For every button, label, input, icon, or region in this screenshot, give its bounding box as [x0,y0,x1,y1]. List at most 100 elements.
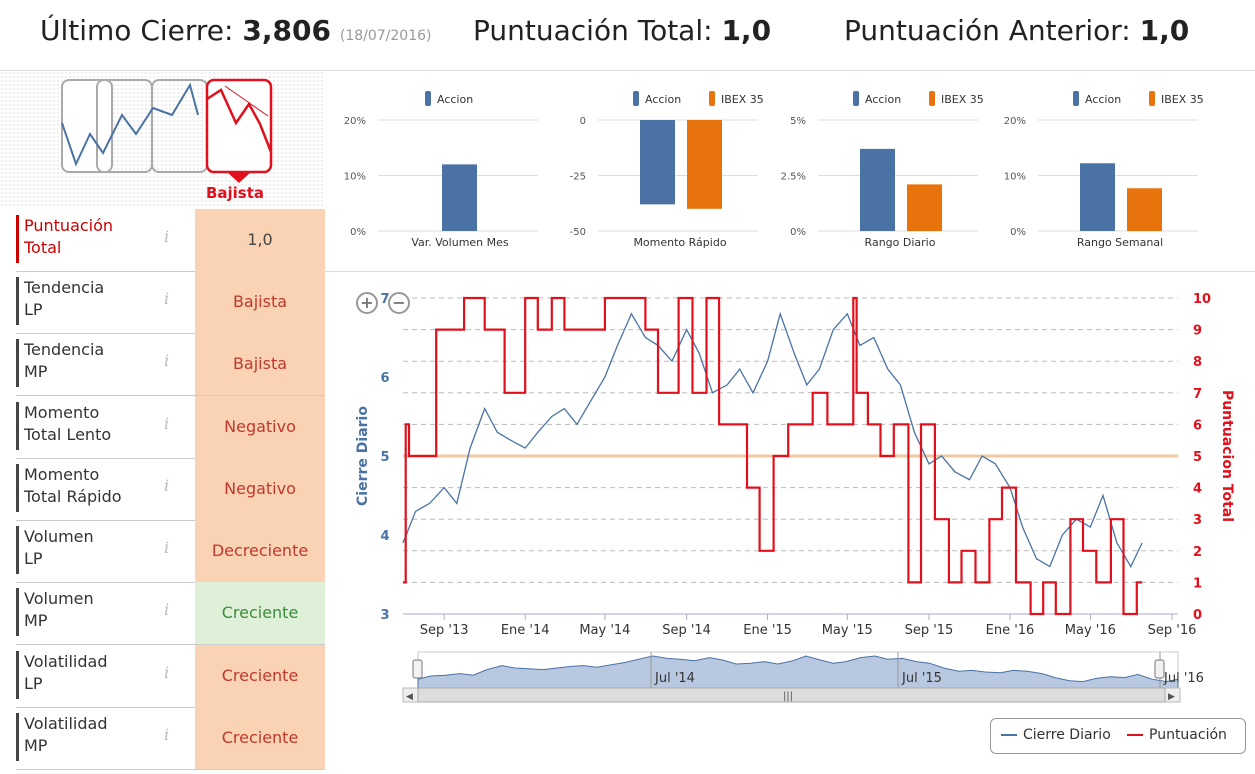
x-axis-label: Var. Volumen Mes [411,236,509,249]
indicator-value: Negativo [195,458,325,520]
bar-charts: 20% 10% 0% Accion Var. Volumen Mes 0 -25 -50 Acc… [344,91,1204,249]
bar[interactable] [1080,163,1115,231]
indicator-row: Puntuación Total i 1,0 [16,209,325,272]
navigator-handle-left[interactable] [412,659,423,679]
y-tick-label: 0 [580,116,586,127]
info-icon[interactable]: i [164,538,170,557]
info-icon[interactable]: i [164,351,170,370]
navigator-tick-label: Jul '14 [654,671,695,686]
info-icon[interactable]: i [164,476,170,495]
x-tick-label: May '14 [579,623,630,638]
y2-tick-label: 5 [1193,450,1202,465]
y-axis-title: Cierre Diario [355,406,371,506]
legend-swatch [425,91,431,106]
previous-score-value: 1,0 [1139,14,1190,47]
indicator-row: Momento Total Rápido i Negativo [16,458,325,521]
indicator-value: Bajista [195,333,325,395]
y-tick-label: 6 [380,371,389,386]
indicator-value: Creciente [195,582,325,644]
legend-swatch [709,91,715,106]
bar[interactable] [907,184,942,231]
bar[interactable] [640,120,675,205]
y2-tick-label: 9 [1193,324,1202,339]
y2-tick-label: 8 [1193,355,1202,370]
y-tick-label: 7 [380,292,389,307]
legend-item-puntuacion[interactable]: Puntuación [1127,727,1227,743]
last-close-date: (18/07/2016) [339,28,432,44]
y2-tick-label: 1 [1193,576,1202,591]
indicator-row: Volumen LP i Decreciente [16,520,325,583]
legend-label: Accion [1085,93,1121,106]
bar-chart: 0 -25 -50 Accion IBEX 35 Momento Rápido [570,91,764,249]
indicator-row: Volumen MP i Creciente [16,582,325,645]
navigator-tick-label: Jul '16 [1163,671,1204,686]
indicator-value: Bajista [195,271,325,333]
info-icon[interactable]: i [164,289,170,308]
legend-label: IBEX 35 [721,93,764,106]
indicator-value: Decreciente [195,520,325,582]
zoom-in-icon[interactable]: + [356,292,378,314]
x-axis-label: Rango Diario [865,236,936,249]
total-score: Puntuación Total: 1,0 [473,14,771,47]
legend-label: IBEX 35 [941,93,984,106]
indicator-value: Creciente [195,707,325,769]
legend-label: Puntuación [1149,727,1227,743]
header: Último Cierre: 3,806 (18/07/2016) Puntua… [0,0,1255,71]
scrollbar-thumb[interactable] [417,687,1166,703]
info-icon[interactable]: i [164,600,170,619]
bar-chart: 20% 10% 0% Accion Var. Volumen Mes [344,91,538,249]
bar-chart: 5% 2.5% 0% Accion IBEX 35 Rango Diario [781,91,984,249]
legend-swatch [1149,91,1155,106]
bar[interactable] [687,120,722,209]
trend-icon: Bajista [61,78,273,202]
bar[interactable] [442,164,477,231]
indicator-label: Volumen MP [16,588,174,636]
x-tick-label: Ene '14 [501,623,550,638]
scroll-right-icon[interactable]: ▶ [1168,692,1175,702]
y-tick-label: 3 [380,608,389,623]
previous-score-label: Puntuación Anterior: [844,14,1131,47]
scroll-left-icon[interactable]: ◀ [406,692,413,702]
indicator-value: 1,0 [195,209,325,271]
bar[interactable] [860,148,895,231]
y-tick-label: 5% [790,116,806,127]
y-tick-label: 0% [350,227,366,238]
legend-label: Accion [865,93,901,106]
main-chart: 0 1 2 3 4 5 6 7 8 9 10 3 4 5 6 7 Sep '13 Ene '14 May '14 Se… [355,292,1235,703]
bar[interactable] [1127,188,1162,231]
indicator-label: Volatilidad LP [16,651,174,699]
info-icon[interactable]: i [164,414,170,433]
indicator-label: Volumen LP [16,526,174,574]
series-cierre-diario[interactable] [402,311,1143,568]
info-icon[interactable]: i [164,227,170,246]
legend-label: Accion [437,93,473,106]
x-axis-label: Momento Rápido [633,236,726,249]
navigator-handle-right[interactable] [1154,659,1165,679]
x-tick-label: Ene '15 [743,623,792,638]
info-icon[interactable]: i [164,725,170,744]
y-tick-label: 0% [790,227,806,238]
trend-indicator: Bajista [0,71,325,206]
y2-tick-label: 4 [1193,482,1202,497]
indicator-row: Volatilidad LP i Creciente [16,645,325,708]
series-puntuacion[interactable] [403,296,1143,616]
indicator-label: Volatilidad MP [16,713,174,761]
legend-swatch [1073,91,1079,106]
y-tick-label: 10% [344,172,366,183]
indicator-row: Tendencia LP i Bajista [16,271,325,334]
legend-item-cierre[interactable]: Cierre Diario [1001,727,1111,743]
indicator-row: Tendencia MP i Bajista [16,333,325,396]
legend-label: Accion [645,93,681,106]
info-icon[interactable]: i [164,663,170,682]
legend-swatch [1001,734,1017,736]
x-tick-label: Sep '15 [905,623,954,638]
x-tick-label: Sep '13 [420,623,469,638]
indicator-row: Volatilidad MP i Creciente [16,707,325,770]
zoom-out-icon[interactable]: − [388,292,410,314]
y2-tick-label: 10 [1193,292,1211,307]
indicator-label: Puntuación Total [16,215,174,263]
previous-score: Puntuación Anterior: 1,0 [844,14,1189,47]
chart-legend: Cierre Diario Puntuación [990,718,1246,754]
y2-tick-label: 6 [1193,418,1202,433]
trend-label: Bajista [206,184,264,202]
